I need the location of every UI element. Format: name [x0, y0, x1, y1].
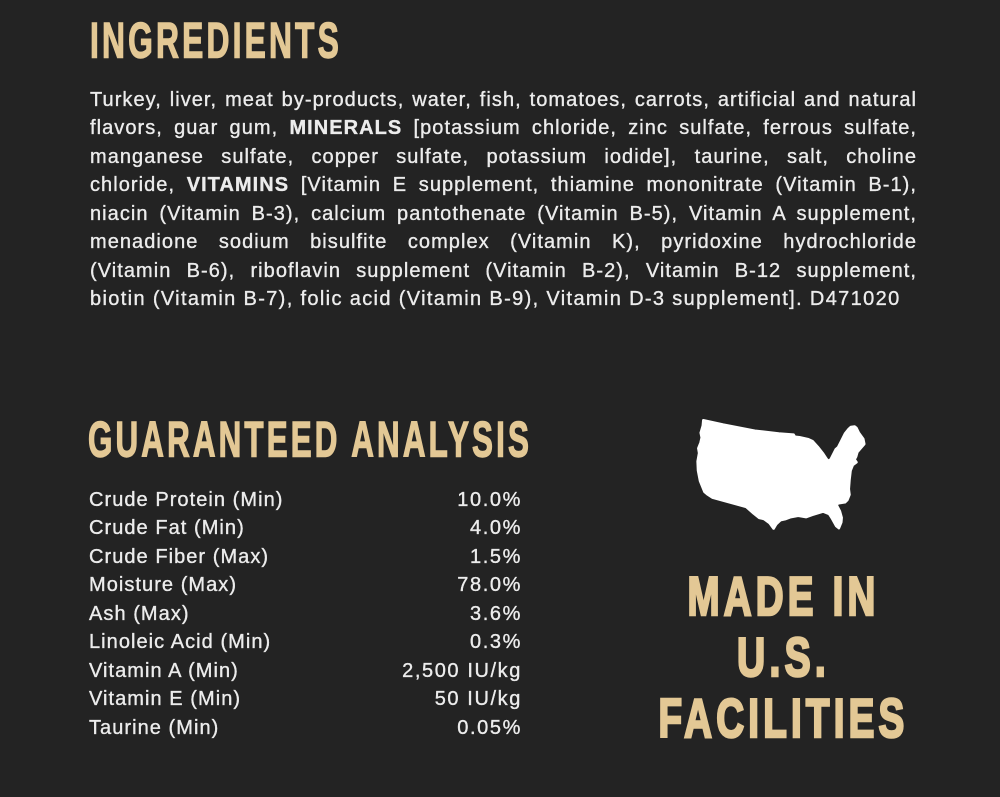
svg-text:FACILITIES: FACILITIES — [659, 687, 909, 749]
svg-text:MADE IN: MADE IN — [688, 565, 880, 627]
svg-text:INGREDIENTS: INGREDIENTS — [90, 13, 342, 69]
svg-text:GUARANTEED ANALYSIS: GUARANTEED ANALYSIS — [88, 412, 532, 468]
svg-text:U.S.: U.S. — [737, 626, 830, 688]
